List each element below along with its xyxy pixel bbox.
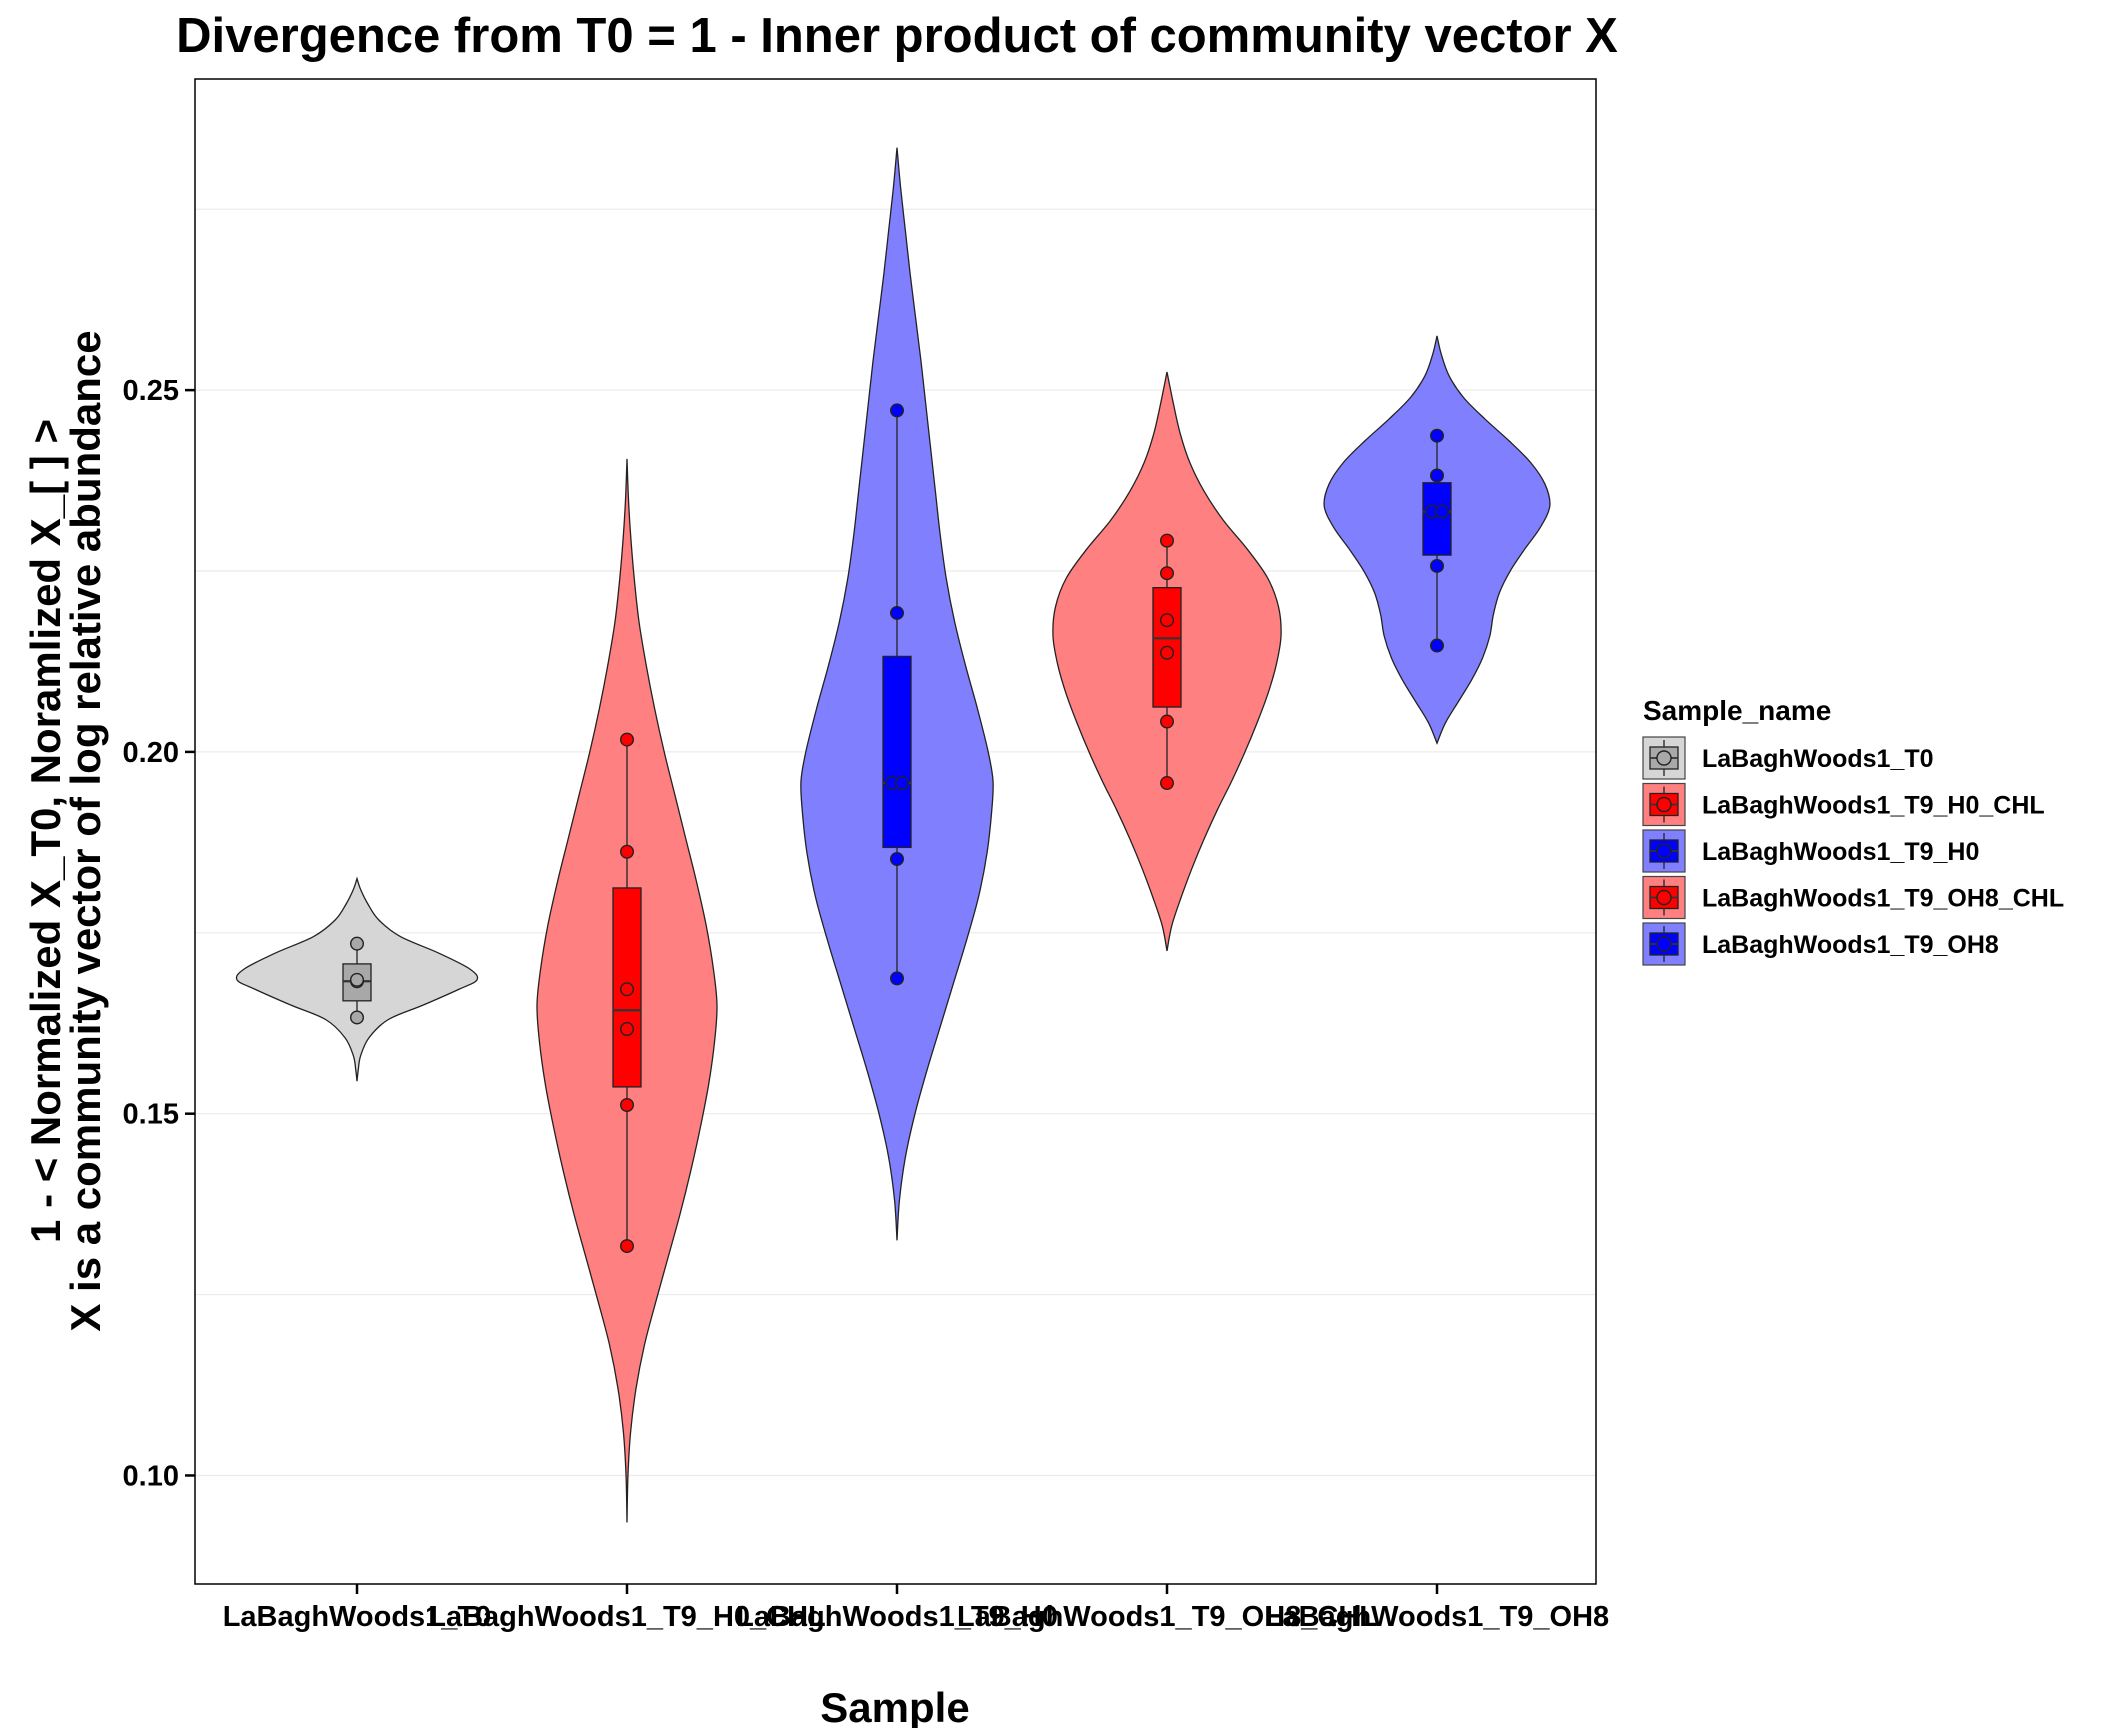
box-3 <box>882 655 912 849</box>
data-point <box>620 1098 635 1113</box>
data-point <box>350 936 365 951</box>
data-point <box>620 1239 635 1254</box>
legend-key-point <box>1656 889 1672 906</box>
x-tick-label: LaBaghWoods1_T9_H0 <box>736 1601 1058 1633</box>
legend-title: Sample_name <box>1643 695 1831 726</box>
data-point <box>1429 468 1444 483</box>
y-tick-label: 0.10 <box>123 1460 179 1492</box>
data-point <box>1159 776 1174 791</box>
data-point <box>1159 533 1174 548</box>
legend-key-point <box>1656 843 1672 859</box>
y-axis-title-line-1: 1 - < Normalized X_T0, Noramlized X_[ ] … <box>22 419 69 1243</box>
data-point <box>1159 613 1174 628</box>
legend-item: LaBaghWoods1_T9_OH8_CHL <box>1642 875 2064 920</box>
legend-item: LaBaghWoods1_T9_OH8 <box>1642 922 1999 966</box>
data-point <box>1429 558 1444 573</box>
legend-label: LaBaghWoods1_T9_H0_CHL <box>1702 792 2045 820</box>
chart-title: Divergence from T0 = 1 - Inner product o… <box>176 9 1618 63</box>
data-point <box>1429 638 1444 653</box>
legend-label: LaBaghWoods1_T9_OH8 <box>1702 931 1999 959</box>
data-point <box>620 732 635 747</box>
y-axis-title-line-2: X is a community vector of log relative … <box>62 330 109 1331</box>
data-point <box>1159 714 1174 729</box>
data-point <box>890 403 905 418</box>
x-tick-label: LaBaghWoods1_T9_OH8 <box>1265 1601 1609 1633</box>
data-point <box>1159 645 1174 660</box>
y-axis: 0.10 0.15 0.20 0.25 <box>123 375 195 1492</box>
data-point <box>350 972 365 987</box>
data-point <box>350 1010 365 1025</box>
data-point <box>620 982 635 997</box>
box-5 <box>1422 482 1452 556</box>
legend-key-point <box>1656 750 1672 766</box>
legend-label: LaBaghWoods1_T0 <box>1702 745 1934 773</box>
data-point <box>895 776 910 791</box>
data-point <box>620 1022 635 1037</box>
legend-key-point <box>1656 936 1672 952</box>
data-points <box>350 403 1449 1254</box>
data-point <box>620 844 635 859</box>
legend: Sample_name LaBaghWoods1_T0 LaBaghWoods1_… <box>1642 695 2064 966</box>
data-point <box>1434 504 1449 519</box>
legend-label: LaBaghWoods1_T9_H0 <box>1702 838 1979 866</box>
legend-item: LaBaghWoods1_T9_H0_CHL <box>1642 782 2045 827</box>
data-point <box>1159 566 1174 581</box>
legend-label: LaBaghWoods1_T9_OH8_CHL <box>1702 885 2064 913</box>
legend-item: LaBaghWoods1_T9_H0 <box>1642 829 1979 873</box>
y-tick-label: 0.15 <box>123 1099 179 1131</box>
data-point <box>890 605 905 620</box>
x-tick-label: LaBaghWoods1_T9_H0_CHL <box>428 1601 826 1633</box>
legend-key-point <box>1656 796 1672 813</box>
x-axis-title: Sample <box>820 1684 969 1728</box>
data-point <box>890 851 905 866</box>
plot-panel-border <box>194 78 1597 1585</box>
x-tick-label: LaBaghWoods1_T0 <box>223 1601 492 1633</box>
y-tick-label: 0.20 <box>123 737 179 769</box>
x-tick-label: LaBaghWoods1_T9_OH8_CHL <box>957 1601 1377 1633</box>
x-axis: LaBaghWoods1_T0LaBaghWoods1_T9_H0_CHLLaB… <box>223 1584 1609 1633</box>
y-tick-label: 0.25 <box>123 375 179 407</box>
data-point <box>890 971 905 986</box>
data-point <box>1429 428 1444 443</box>
legend-item: LaBaghWoods1_T0 <box>1642 736 1934 780</box>
